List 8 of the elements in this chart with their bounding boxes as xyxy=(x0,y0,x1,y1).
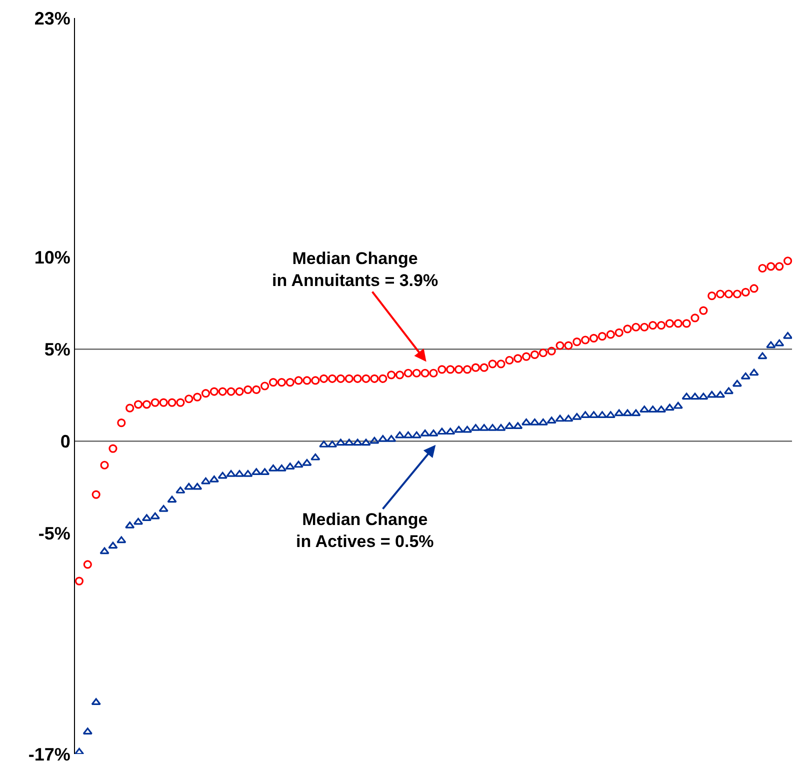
y-tick-label: 23% xyxy=(34,8,70,28)
annotation: Median Change in Annuitants = 3.9% xyxy=(272,249,438,290)
y-tick-label: 10% xyxy=(34,248,70,268)
y-tick-label: -5% xyxy=(38,524,70,544)
annotation: Median Change in Actives = 0.5% xyxy=(296,510,434,552)
y-tick-label: 5% xyxy=(44,340,70,360)
y-tick-label: 0 xyxy=(60,432,70,452)
y-tick-label: -17% xyxy=(28,744,70,764)
